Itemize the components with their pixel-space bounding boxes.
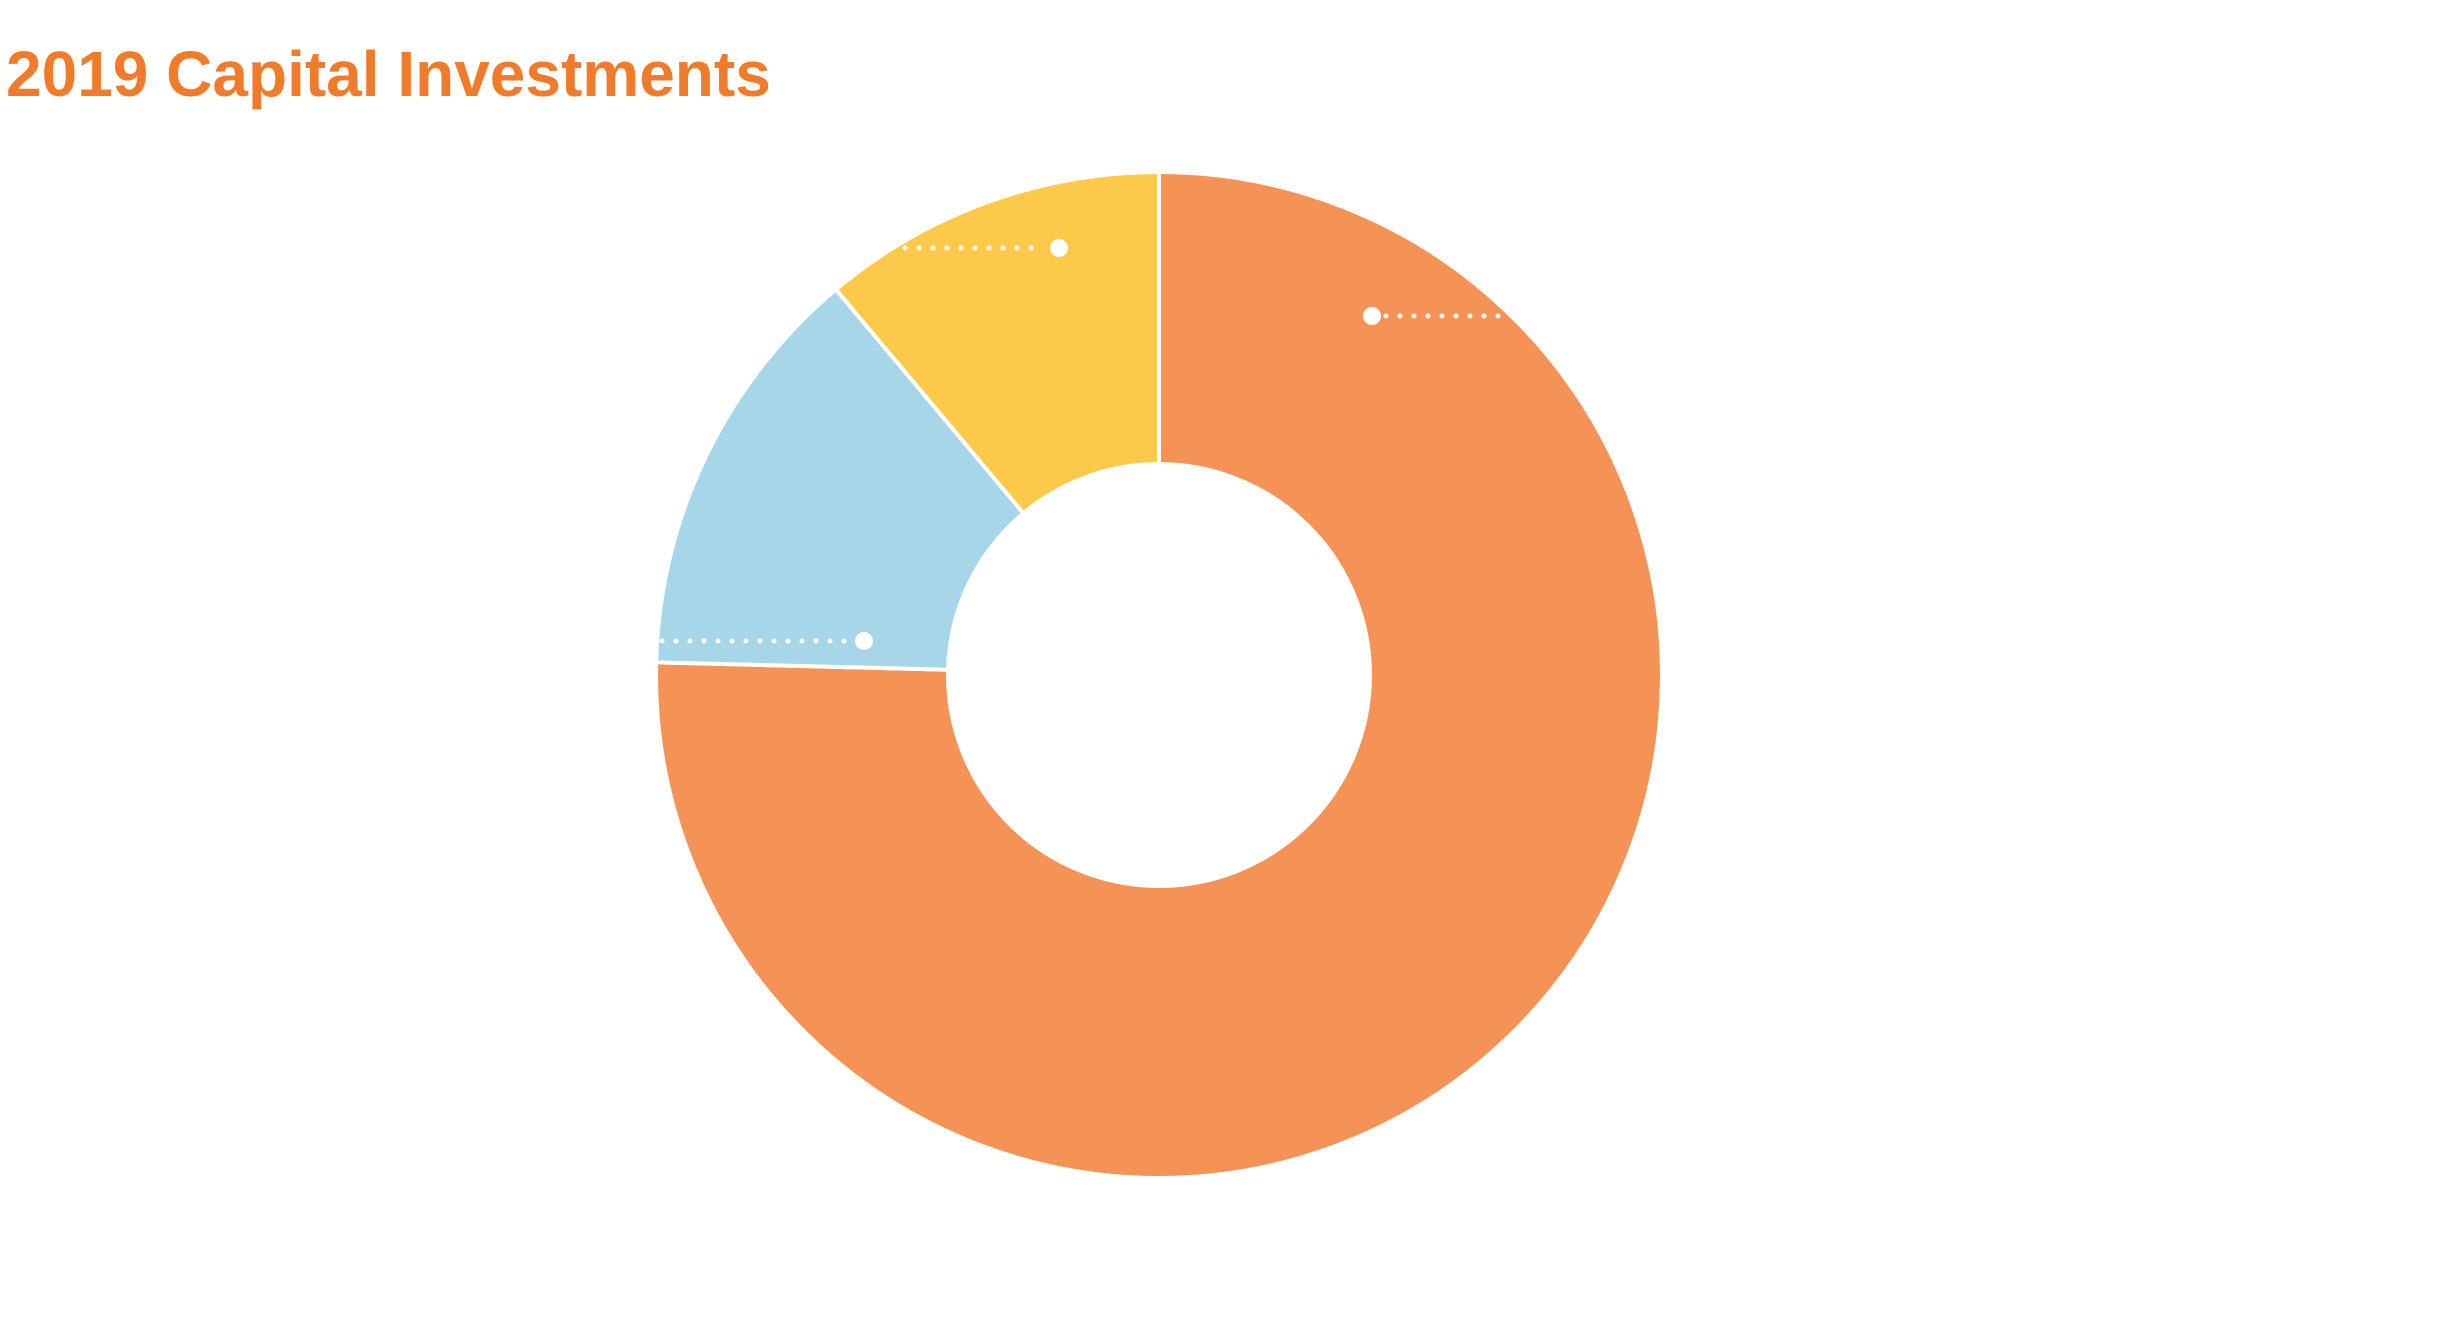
- leader-dot: [855, 632, 873, 650]
- chart-title: 2019 Capital Investments: [6, 38, 771, 110]
- leader-dot: [1363, 307, 1381, 325]
- donut: [654, 169, 1664, 1180]
- slice: [654, 169, 1664, 1180]
- slice: [833, 169, 1161, 517]
- slice: [654, 286, 1027, 672]
- leaders: [659, 239, 1513, 650]
- leader-dot: [1050, 239, 1068, 257]
